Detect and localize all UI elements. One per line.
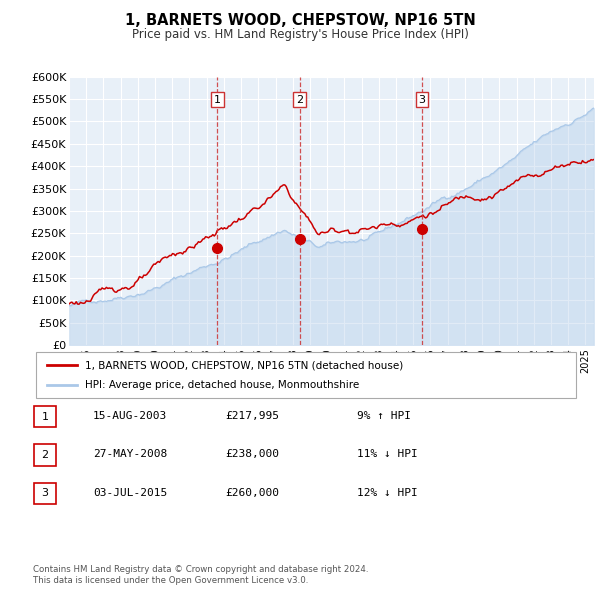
- Text: 1, BARNETS WOOD, CHEPSTOW, NP16 5TN: 1, BARNETS WOOD, CHEPSTOW, NP16 5TN: [125, 13, 475, 28]
- Text: 03-JUL-2015: 03-JUL-2015: [93, 488, 167, 497]
- Text: 1: 1: [214, 94, 221, 104]
- Text: 9% ↑ HPI: 9% ↑ HPI: [357, 411, 411, 421]
- Text: 1: 1: [41, 412, 49, 421]
- Text: 27-MAY-2008: 27-MAY-2008: [93, 450, 167, 459]
- Text: 2: 2: [296, 94, 303, 104]
- Text: £260,000: £260,000: [225, 488, 279, 497]
- FancyBboxPatch shape: [34, 406, 56, 427]
- FancyBboxPatch shape: [34, 483, 56, 504]
- Text: 2: 2: [41, 450, 49, 460]
- Text: £238,000: £238,000: [225, 450, 279, 459]
- FancyBboxPatch shape: [36, 352, 576, 398]
- Text: HPI: Average price, detached house, Monmouthshire: HPI: Average price, detached house, Monm…: [85, 381, 359, 391]
- Text: 3: 3: [41, 489, 49, 498]
- Text: £217,995: £217,995: [225, 411, 279, 421]
- Text: 12% ↓ HPI: 12% ↓ HPI: [357, 488, 418, 497]
- Text: This data is licensed under the Open Government Licence v3.0.: This data is licensed under the Open Gov…: [33, 576, 308, 585]
- Text: Contains HM Land Registry data © Crown copyright and database right 2024.: Contains HM Land Registry data © Crown c…: [33, 565, 368, 574]
- Text: 1, BARNETS WOOD, CHEPSTOW, NP16 5TN (detached house): 1, BARNETS WOOD, CHEPSTOW, NP16 5TN (det…: [85, 360, 403, 370]
- FancyBboxPatch shape: [34, 444, 56, 466]
- Text: 3: 3: [418, 94, 425, 104]
- Text: 11% ↓ HPI: 11% ↓ HPI: [357, 450, 418, 459]
- Text: 15-AUG-2003: 15-AUG-2003: [93, 411, 167, 421]
- Text: Price paid vs. HM Land Registry's House Price Index (HPI): Price paid vs. HM Land Registry's House …: [131, 28, 469, 41]
